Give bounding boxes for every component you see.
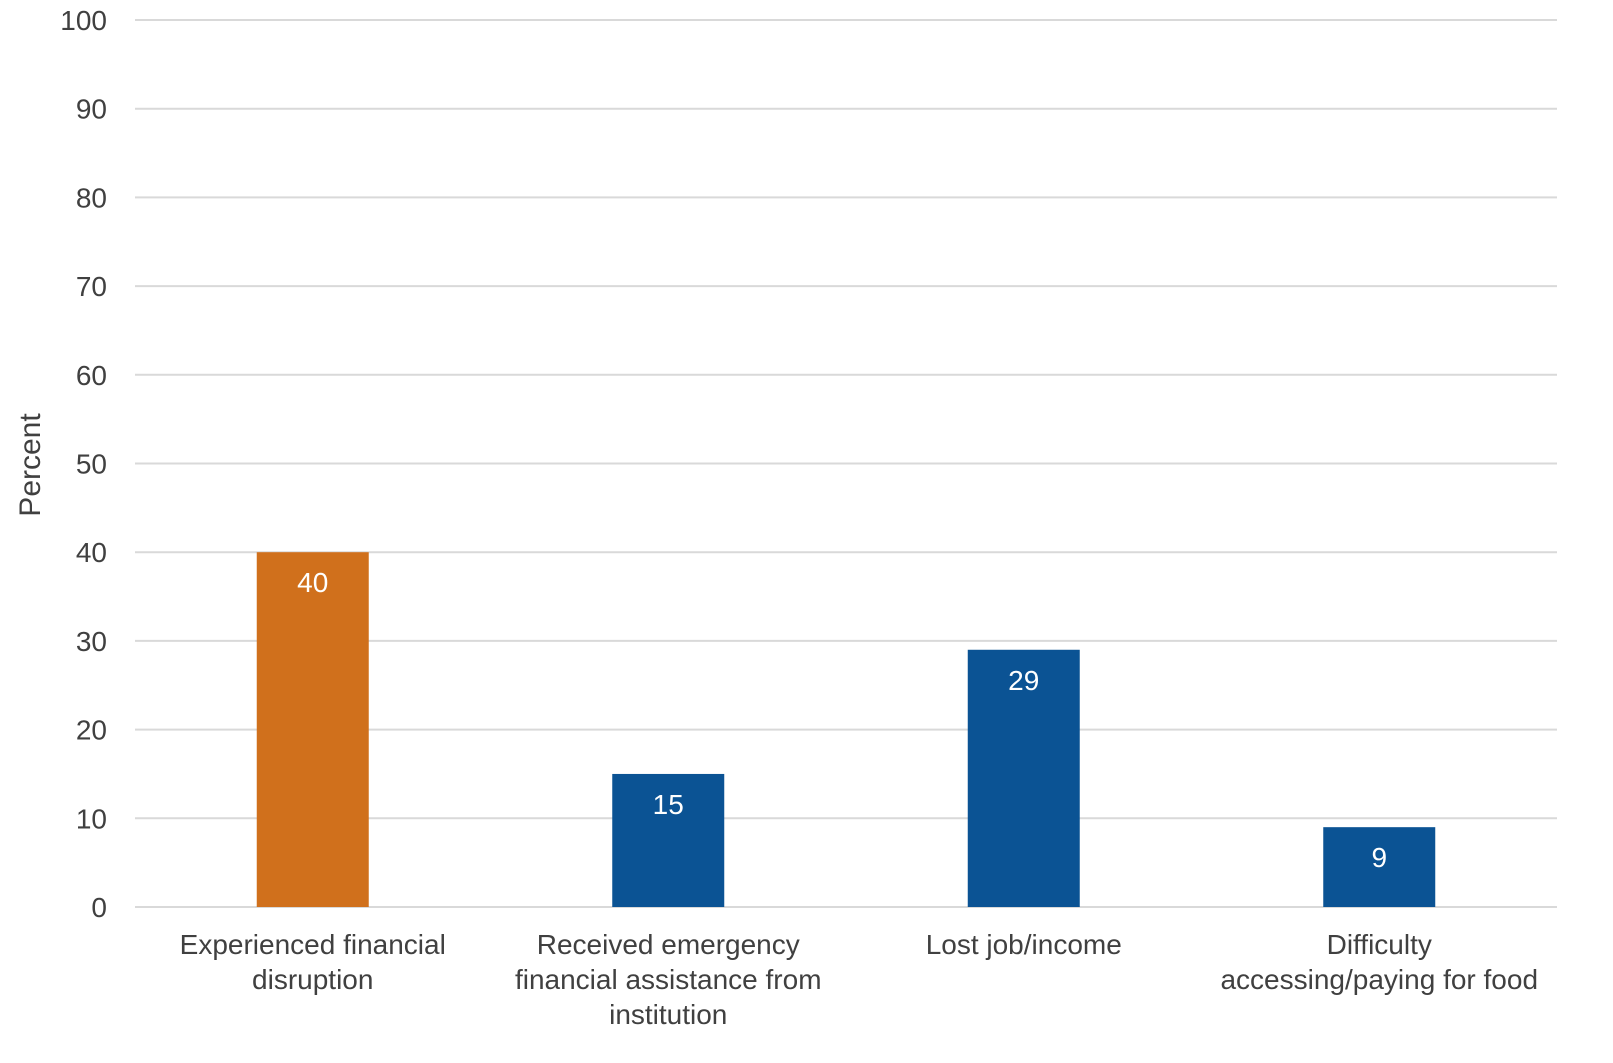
x-axis-ticks: Experienced financial disruption Received … [180,929,1538,1030]
y-tick-label: 30 [76,626,107,657]
x-tick-label: Lost job/income [926,929,1122,960]
bar [967,649,1080,907]
x-tick-label: Difficulty accessing/paying for food [1220,929,1538,995]
x-tick-label: Received emergency financial assistance f… [515,929,822,1030]
y-tick-label: 60 [76,360,107,391]
bars [256,552,1436,907]
y-tick-label: 90 [76,94,107,125]
gridlines [135,19,1557,908]
y-tick-label: 40 [76,537,107,568]
y-tick-label: 80 [76,182,107,213]
x-tick-label: Experienced financial disruption [180,929,446,995]
data-label: 40 [297,567,328,598]
data-label: 29 [1008,665,1039,696]
data-labels: 40 15 29 9 [297,567,1387,873]
bar [1323,827,1436,907]
y-tick-label: 20 [76,715,107,746]
y-tick-label: 10 [76,803,107,834]
data-label: 15 [653,789,684,820]
y-axis-label: Percent [14,413,47,517]
data-label: 9 [1371,842,1387,873]
y-tick-label: 50 [76,449,107,480]
y-axis-ticks: 0 10 20 30 40 50 60 70 80 90 100 [60,5,107,923]
y-tick-label: 100 [60,5,107,36]
y-tick-label: 0 [91,892,107,923]
y-tick-label: 70 [76,271,107,302]
bar [612,773,725,907]
bar [256,552,369,907]
